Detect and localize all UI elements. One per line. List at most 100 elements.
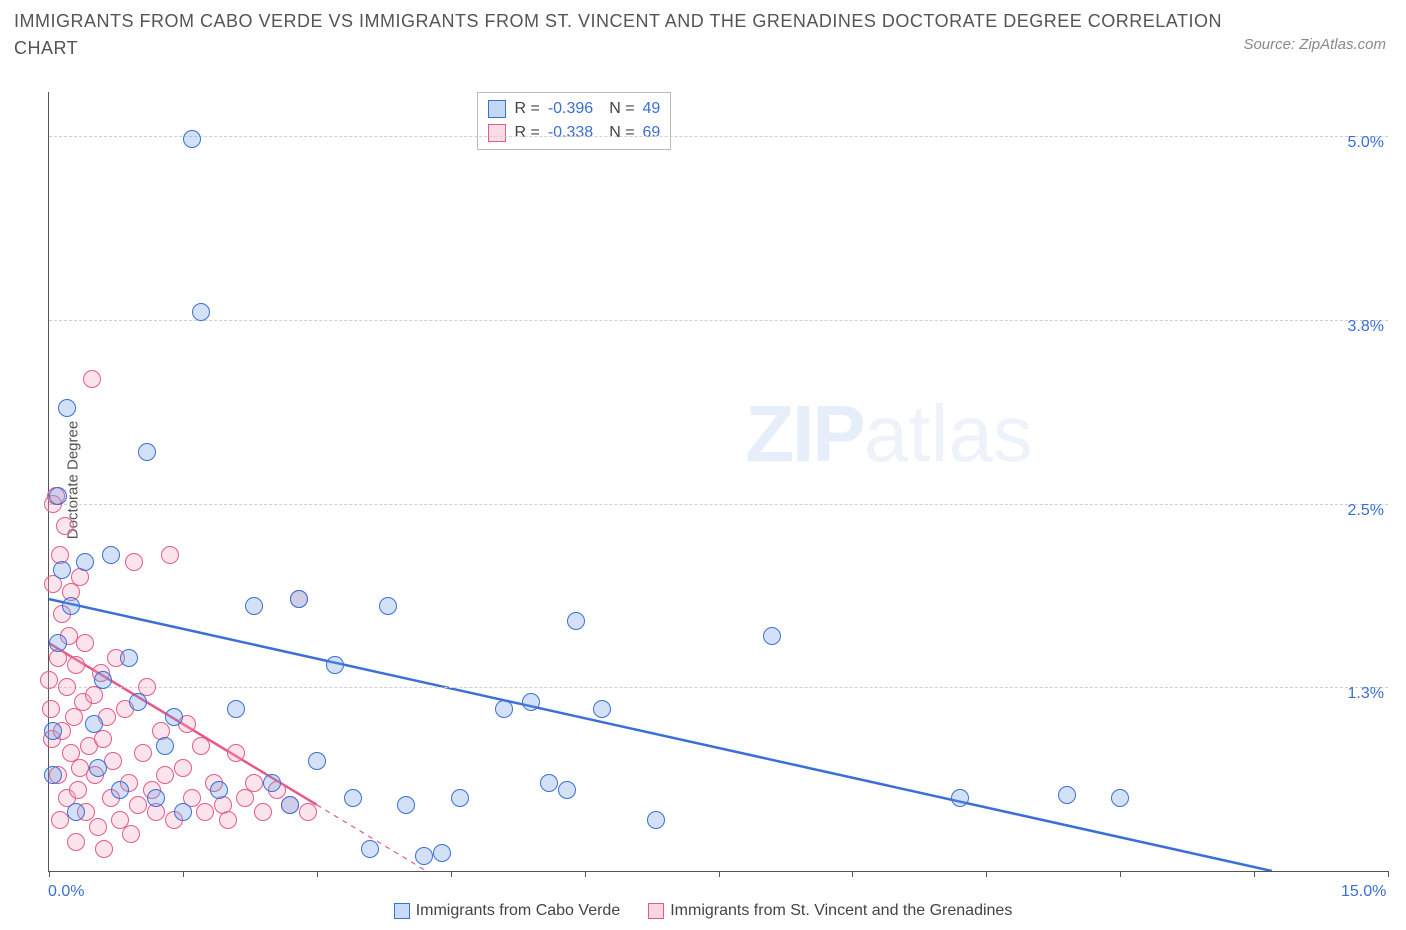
x-tick	[1254, 871, 1255, 877]
source-attribution: Source: ZipAtlas.com	[1243, 36, 1386, 53]
x-tick	[451, 871, 452, 877]
legend-item: Immigrants from St. Vincent and the Gren…	[648, 902, 1012, 920]
scatter-point	[76, 553, 94, 571]
legend-item: Immigrants from Cabo Verde	[394, 902, 621, 920]
scatter-point	[44, 766, 62, 784]
trend-lines	[49, 92, 1388, 871]
scatter-point	[227, 744, 245, 762]
x-tick	[585, 871, 586, 877]
watermark: ZIPatlas	[745, 388, 1032, 480]
scatter-point	[111, 781, 129, 799]
scatter-point	[308, 752, 326, 770]
scatter-point	[120, 649, 138, 667]
watermark-atlas: atlas	[864, 389, 1033, 478]
y-tick-label: 3.8%	[1348, 318, 1384, 336]
scatter-point	[245, 597, 263, 615]
scatter-point	[56, 517, 74, 535]
scatter-point	[192, 737, 210, 755]
legend-swatch	[488, 124, 506, 142]
y-tick-label: 1.3%	[1348, 685, 1384, 703]
scatter-point	[174, 759, 192, 777]
scatter-point	[67, 803, 85, 821]
scatter-point	[49, 487, 67, 505]
scatter-point	[129, 796, 147, 814]
scatter-point	[161, 546, 179, 564]
scatter-point	[49, 634, 67, 652]
legend-r-label: R =	[514, 97, 539, 121]
legend-stats-row: R = -0.396N = 49	[488, 97, 660, 121]
x-axis-min-label: 0.0%	[48, 883, 84, 901]
scatter-point	[1111, 789, 1129, 807]
scatter-point	[89, 818, 107, 836]
scatter-point	[129, 693, 147, 711]
scatter-point	[763, 627, 781, 645]
chart-plot-area: ZIPatlas R = -0.396N = 49R = -0.338N = 6…	[48, 92, 1388, 872]
scatter-point	[495, 700, 513, 718]
legend-label: Immigrants from Cabo Verde	[416, 902, 621, 920]
gridline	[49, 504, 1388, 505]
scatter-point	[42, 700, 60, 718]
legend-stats-row: R = -0.338 N = 69	[488, 121, 660, 145]
scatter-point	[299, 803, 317, 821]
scatter-point	[254, 803, 272, 821]
scatter-point	[1058, 786, 1076, 804]
scatter-point	[558, 781, 576, 799]
scatter-point	[89, 759, 107, 777]
scatter-point	[147, 789, 165, 807]
scatter-point	[138, 443, 156, 461]
scatter-point	[40, 671, 58, 689]
legend-r-label: R =	[514, 121, 539, 145]
chart-title: IMMIGRANTS FROM CABO VERDE VS IMMIGRANTS…	[14, 8, 1286, 62]
legend-n-label: N =	[609, 97, 634, 121]
scatter-point	[95, 840, 113, 858]
gridline	[49, 687, 1388, 688]
scatter-point	[62, 597, 80, 615]
gridline	[49, 320, 1388, 321]
x-tick	[49, 871, 50, 877]
gridline	[49, 136, 1388, 137]
scatter-point	[361, 840, 379, 858]
scatter-point	[183, 130, 201, 148]
x-tick	[719, 871, 720, 877]
x-tick	[852, 871, 853, 877]
scatter-point	[94, 671, 112, 689]
scatter-point	[227, 700, 245, 718]
legend-r-value: -0.396	[548, 97, 593, 121]
scatter-point	[397, 796, 415, 814]
scatter-point	[451, 789, 469, 807]
scatter-point	[951, 789, 969, 807]
scatter-point	[522, 693, 540, 711]
scatter-point	[174, 803, 192, 821]
scatter-point	[76, 634, 94, 652]
scatter-point	[67, 656, 85, 674]
legend-r-value: -0.338	[548, 121, 593, 145]
legend-swatch	[394, 903, 410, 919]
x-tick	[1388, 871, 1389, 877]
legend-n-value: 69	[643, 121, 661, 145]
scatter-point	[122, 825, 140, 843]
scatter-point	[53, 561, 71, 579]
scatter-point	[647, 811, 665, 829]
scatter-point	[156, 766, 174, 784]
scatter-point	[196, 803, 214, 821]
scatter-point	[281, 796, 299, 814]
scatter-point	[210, 781, 228, 799]
x-tick	[183, 871, 184, 877]
scatter-point	[344, 789, 362, 807]
legend-swatch	[648, 903, 664, 919]
scatter-point	[156, 737, 174, 755]
scatter-point	[326, 656, 344, 674]
scatter-point	[102, 546, 120, 564]
scatter-point	[415, 847, 433, 865]
x-tick	[317, 871, 318, 877]
scatter-point	[58, 399, 76, 417]
scatter-point	[125, 553, 143, 571]
scatter-point	[44, 722, 62, 740]
legend-n-label: N =	[609, 121, 634, 145]
x-tick	[1120, 871, 1121, 877]
scatter-point	[83, 370, 101, 388]
scatter-point	[379, 597, 397, 615]
scatter-point	[165, 708, 183, 726]
scatter-point	[69, 781, 87, 799]
scatter-point	[134, 744, 152, 762]
